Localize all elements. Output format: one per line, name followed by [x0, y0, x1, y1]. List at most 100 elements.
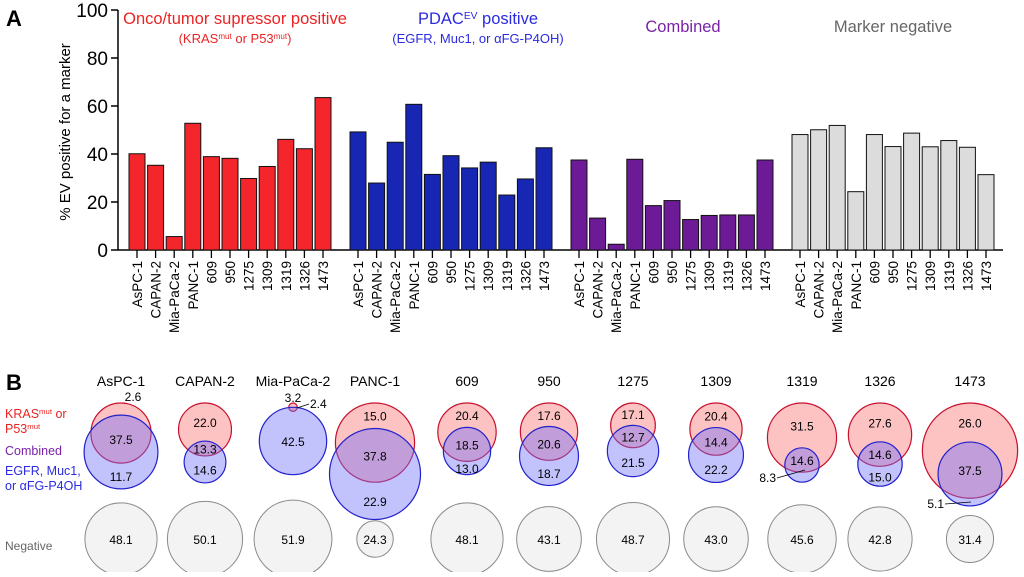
venn-PANC-1: PANC-1 15.0 37.8 22.9 24.3 — [328, 373, 422, 558]
onco-only-value: 27.6 — [868, 416, 892, 430]
subtitle-part: mut — [274, 32, 288, 41]
onco-only-value: 2.6 — [125, 390, 142, 404]
bar-onco-PANC-1 — [184, 122, 202, 251]
negative-value: 48.7 — [621, 533, 645, 547]
x-tick-label: 609 — [204, 261, 219, 284]
pdac-only-value: 13.0 — [455, 462, 479, 476]
label-part: mut — [27, 422, 41, 431]
x-tick-label: 1319 — [500, 261, 515, 291]
onco-circle — [847, 402, 913, 467]
pdac-circle — [606, 424, 660, 478]
row-label-pdac: EGFR, Muc1, — [5, 464, 81, 478]
onco-circle — [437, 402, 497, 462]
x-tick-label: 609 — [867, 261, 882, 284]
bar-negative-PANC-1 — [847, 191, 865, 251]
x-tick-label: AsPC-1 — [572, 261, 587, 308]
bar-negative-609 — [865, 134, 883, 251]
negative-circle — [516, 506, 582, 572]
bar-pdac-950 — [442, 155, 460, 251]
x-tick-label: 1275 — [463, 261, 478, 291]
pdac-only-value: 18.7 — [537, 467, 561, 481]
venn-1319: 1319 31.5 14.6 8.3 45.6 — [759, 373, 838, 574]
onco-only-value: 20.4 — [704, 409, 728, 423]
x-tick-label: 1326 — [297, 261, 312, 291]
leader-line — [944, 501, 972, 505]
negative-value: 43.1 — [537, 533, 561, 547]
pdac-only-value: 11.7 — [110, 470, 133, 484]
combined-value: 14.4 — [704, 435, 728, 449]
venn-Mia-PaCa-2: Mia-PaCa-2 3.2 2.4 42.5 51.9 — [253, 373, 333, 577]
combined-value: 37.5 — [109, 433, 133, 447]
x-tick-label: 1326 — [518, 261, 533, 291]
title-part: EV — [464, 11, 478, 22]
x-tick-label: 1319 — [721, 261, 736, 291]
bar-pdac-1309 — [479, 161, 497, 251]
combined-value: 14.6 — [868, 448, 892, 462]
row-label-onco-line2: P53mut — [5, 422, 41, 437]
negative-value: 31.4 — [958, 533, 982, 547]
bar-negative-1309 — [921, 146, 939, 251]
x-tick-label: 1309 — [702, 261, 717, 291]
negative-value: 48.1 — [109, 533, 133, 547]
bar-onco-1275 — [240, 177, 258, 251]
x-tick-label: CAPAN-2 — [591, 261, 606, 319]
bar-onco-950 — [221, 157, 239, 251]
negative-value: 43.0 — [704, 533, 728, 547]
onco-only-value: 20.4 — [455, 409, 479, 423]
y-tick-label: 40 — [87, 145, 108, 166]
label-part: mut — [39, 407, 53, 416]
bar-pdac-AsPC-1 — [349, 131, 367, 251]
y-tick-label: 60 — [87, 97, 108, 118]
pdac-circle — [518, 425, 580, 487]
bar-combined-1326 — [737, 214, 755, 251]
combined-value: 37.5 — [958, 464, 982, 478]
venn-1326: 1326 27.6 14.6 15.0 42.8 — [847, 373, 913, 572]
onco-circle — [177, 402, 233, 457]
cell-line-header: 609 — [455, 373, 479, 389]
subtitle-part: or P53 — [232, 31, 274, 46]
x-tick-label: AsPC-1 — [793, 261, 808, 308]
negative-value: 51.9 — [281, 533, 305, 547]
series-title-negative: Marker negative — [834, 18, 952, 36]
x-tick-label: Mia-PaCa-2 — [167, 261, 182, 333]
x-tick-label: 1275 — [684, 261, 699, 291]
onco-only-value: 31.5 — [790, 419, 814, 433]
venn-CAPAN-2: CAPAN-2 22.0 13.3 14.6 50.1 — [166, 373, 244, 577]
venn-1275: 1275 17.1 12.7 21.5 48.7 — [595, 373, 671, 577]
leader-line — [296, 403, 310, 409]
bar-negative-1319 — [940, 140, 958, 251]
combined-value: 13.3 — [193, 443, 217, 457]
x-tick-label: 1473 — [979, 261, 994, 291]
x-tick-label: 1309 — [260, 261, 275, 291]
onco-circle — [766, 402, 838, 473]
label-part: P53 — [5, 422, 27, 436]
series-title-pdac: PDACEV positive — [418, 10, 538, 28]
cell-line-header: PANC-1 — [350, 373, 401, 389]
bar-negative-AsPC-1 — [791, 134, 809, 251]
cell-line-header: 1309 — [700, 373, 731, 389]
bar-onco-609 — [202, 156, 220, 251]
x-tick-label: 609 — [425, 261, 440, 284]
combined-value: 12.7 — [621, 431, 645, 445]
pdac-circle — [857, 441, 903, 487]
bar-pdac-PANC-1 — [405, 103, 423, 251]
onco-circle — [334, 402, 416, 483]
x-tick-label: 1319 — [942, 261, 957, 291]
bar-onco-CAPAN-2 — [147, 164, 165, 251]
negative-circle — [253, 499, 333, 577]
combined-value: 2.4 — [310, 397, 327, 411]
x-tick-label: 950 — [665, 261, 680, 284]
x-tick-label: Mia-PaCa-2 — [609, 261, 624, 333]
venn-950: 950 17.6 20.6 18.7 43.1 — [516, 373, 582, 572]
x-tick-label: AsPC-1 — [351, 261, 366, 308]
pdac-circle — [83, 414, 159, 490]
pdac-only-value: 42.5 — [281, 435, 305, 449]
title-part: PDAC — [418, 10, 464, 28]
x-tick-label: 1473 — [758, 261, 773, 291]
pdac-circle — [183, 440, 227, 484]
x-tick-label: 950 — [886, 261, 901, 284]
pdac-circle — [258, 406, 328, 476]
bar-negative-950 — [884, 146, 902, 251]
